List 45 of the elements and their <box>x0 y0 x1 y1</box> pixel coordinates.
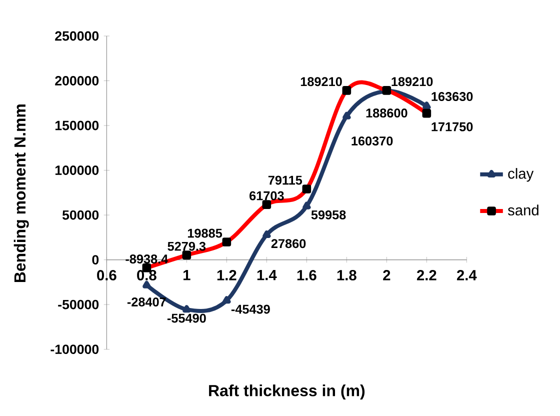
x-tick-label: 1.6 <box>297 270 316 280</box>
point <box>302 202 311 210</box>
y-tick-label: 150000 <box>55 120 99 130</box>
y-tick-label: -50000 <box>58 300 99 310</box>
y-tick-label: -100000 <box>50 344 99 354</box>
point <box>182 305 191 313</box>
data-label: 163630 <box>432 92 473 102</box>
y-tick-label: 0 <box>92 255 99 265</box>
x-tick-label: 2.2 <box>416 270 436 280</box>
data-label: 171750 <box>432 122 473 132</box>
y-tick-label: 250000 <box>55 31 99 41</box>
y-axis-title: Bending moment N.mm <box>14 104 29 282</box>
x-tick-label: 0.8 <box>137 270 156 280</box>
data-label: -45439 <box>231 304 270 314</box>
y-tick-label: 200000 <box>55 76 99 86</box>
data-label: 19885 <box>188 228 222 238</box>
point <box>422 102 431 110</box>
point <box>262 230 271 238</box>
point <box>142 280 151 288</box>
data-label: 5279.3 <box>168 242 206 251</box>
data-label: 189210 <box>300 77 342 86</box>
x-tick-label: 1.2 <box>217 270 236 280</box>
legend-label: clay <box>508 168 534 182</box>
data-label: 59958 <box>311 210 346 220</box>
data-label: 189210 <box>392 77 433 86</box>
x-tick-label: 1.8 <box>337 270 356 280</box>
x-tick-label: 1.4 <box>257 270 277 280</box>
data-label: 79115 <box>268 176 302 185</box>
data-label: -55490 <box>167 314 206 323</box>
y-tick-label: 100000 <box>55 166 99 175</box>
data-label: 188600 <box>366 108 408 118</box>
y-tick-label: 50000 <box>62 210 99 220</box>
point <box>342 112 351 120</box>
x-tick-label: 1 <box>184 270 190 280</box>
x-tick-label: 0.6 <box>97 270 116 280</box>
data-label: 27860 <box>271 239 306 248</box>
data-label: -8938.4 <box>126 254 168 264</box>
point <box>222 296 231 304</box>
x-axis-title: Raft thickness in (m) <box>209 384 365 400</box>
x-tick-label: 2 <box>383 270 390 280</box>
legend-label: sand <box>508 204 538 216</box>
data-label: -28407 <box>127 297 166 306</box>
data-label: 160370 <box>352 136 393 146</box>
data-label: 61703 <box>250 191 284 200</box>
x-tick-label: 2.4 <box>456 270 477 280</box>
